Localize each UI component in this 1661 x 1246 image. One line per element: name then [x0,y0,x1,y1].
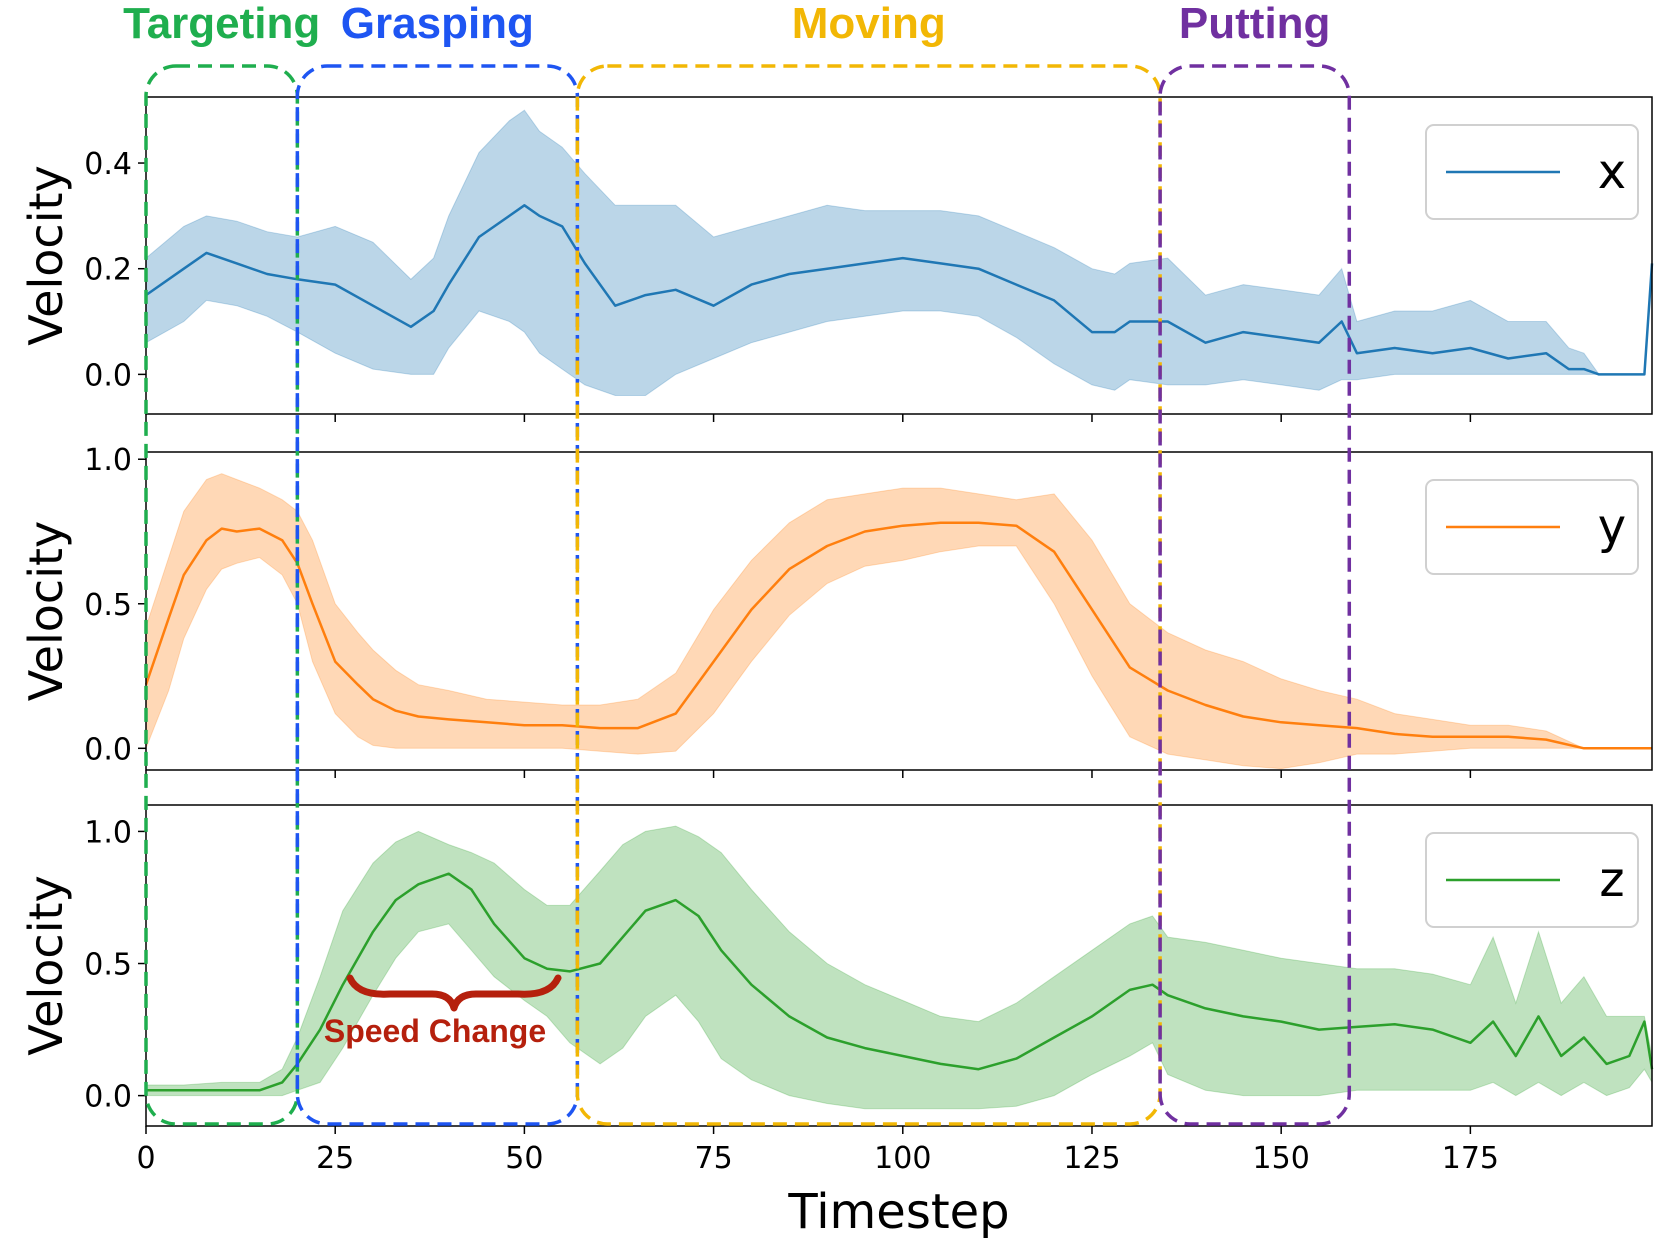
y-tick-label: 0.5 [84,948,132,983]
x-tick-label: 0 [136,1141,155,1176]
y-tick-label: 1.0 [84,443,132,478]
phase-box-putting [1158,64,1352,1126]
x-tick-label: 25 [316,1141,354,1176]
y-tick-label: 0.0 [84,732,132,767]
mean-line-x [145,204,1654,376]
x-tick-label: 100 [874,1141,931,1176]
y-axis-label: Velocity [19,521,73,701]
y-tick-label: 1.0 [84,815,132,850]
phase-box-grasping [295,64,580,1126]
phase-label-putting: Putting [1179,0,1331,48]
y-tick-label: 0.5 [84,588,132,623]
phase-label-targeting: Targeting [123,0,320,48]
panel-z: 0.0 0.5 1.0 Velocity z [19,804,1654,1134]
legend-label-y: y [1598,499,1626,555]
y-tick-label: 0.4 [84,147,132,182]
legend-label-z: z [1599,852,1624,908]
speed-change-label: Speed Change [324,1013,546,1049]
panel-y: 0.0 0.5 1.0 Velocity y [19,443,1653,778]
panel-x: 0.0 0.2 0.4 Velocity x [19,96,1654,422]
y-axis-label: Velocity [19,165,73,345]
phase-label-grasping: Grasping [341,0,534,48]
y-tick-label: 0.2 [84,253,132,288]
y-tick-label: 0.0 [84,358,132,393]
phase-box-targeting [144,64,300,1126]
x-tick-label: 75 [694,1141,732,1176]
y-tick-label: 0.0 [84,1080,132,1115]
x-tick-label: 125 [1063,1141,1120,1176]
x-tick-label: 50 [505,1141,543,1176]
mean-line-y [144,521,1652,750]
x-axis: 0 25 50 75 100 125 150 175 Timestep [136,1141,1499,1240]
annotation-layer: Speed Change [324,974,562,1049]
legend-label-x: x [1598,144,1626,200]
x-tick-label: 150 [1253,1141,1310,1176]
axes-frame-z [145,804,1653,1127]
y-axis-label: Velocity [19,875,73,1055]
speed-change-brace [346,974,562,1012]
x-axis-title: Timestep [787,1184,1009,1240]
phase-label-moving: Moving [792,0,946,48]
x-tick-label: 175 [1442,1141,1499,1176]
mean-line-z [146,872,1654,1092]
phase-boxes: Targeting Grasping Moving Putting [123,0,1352,1126]
